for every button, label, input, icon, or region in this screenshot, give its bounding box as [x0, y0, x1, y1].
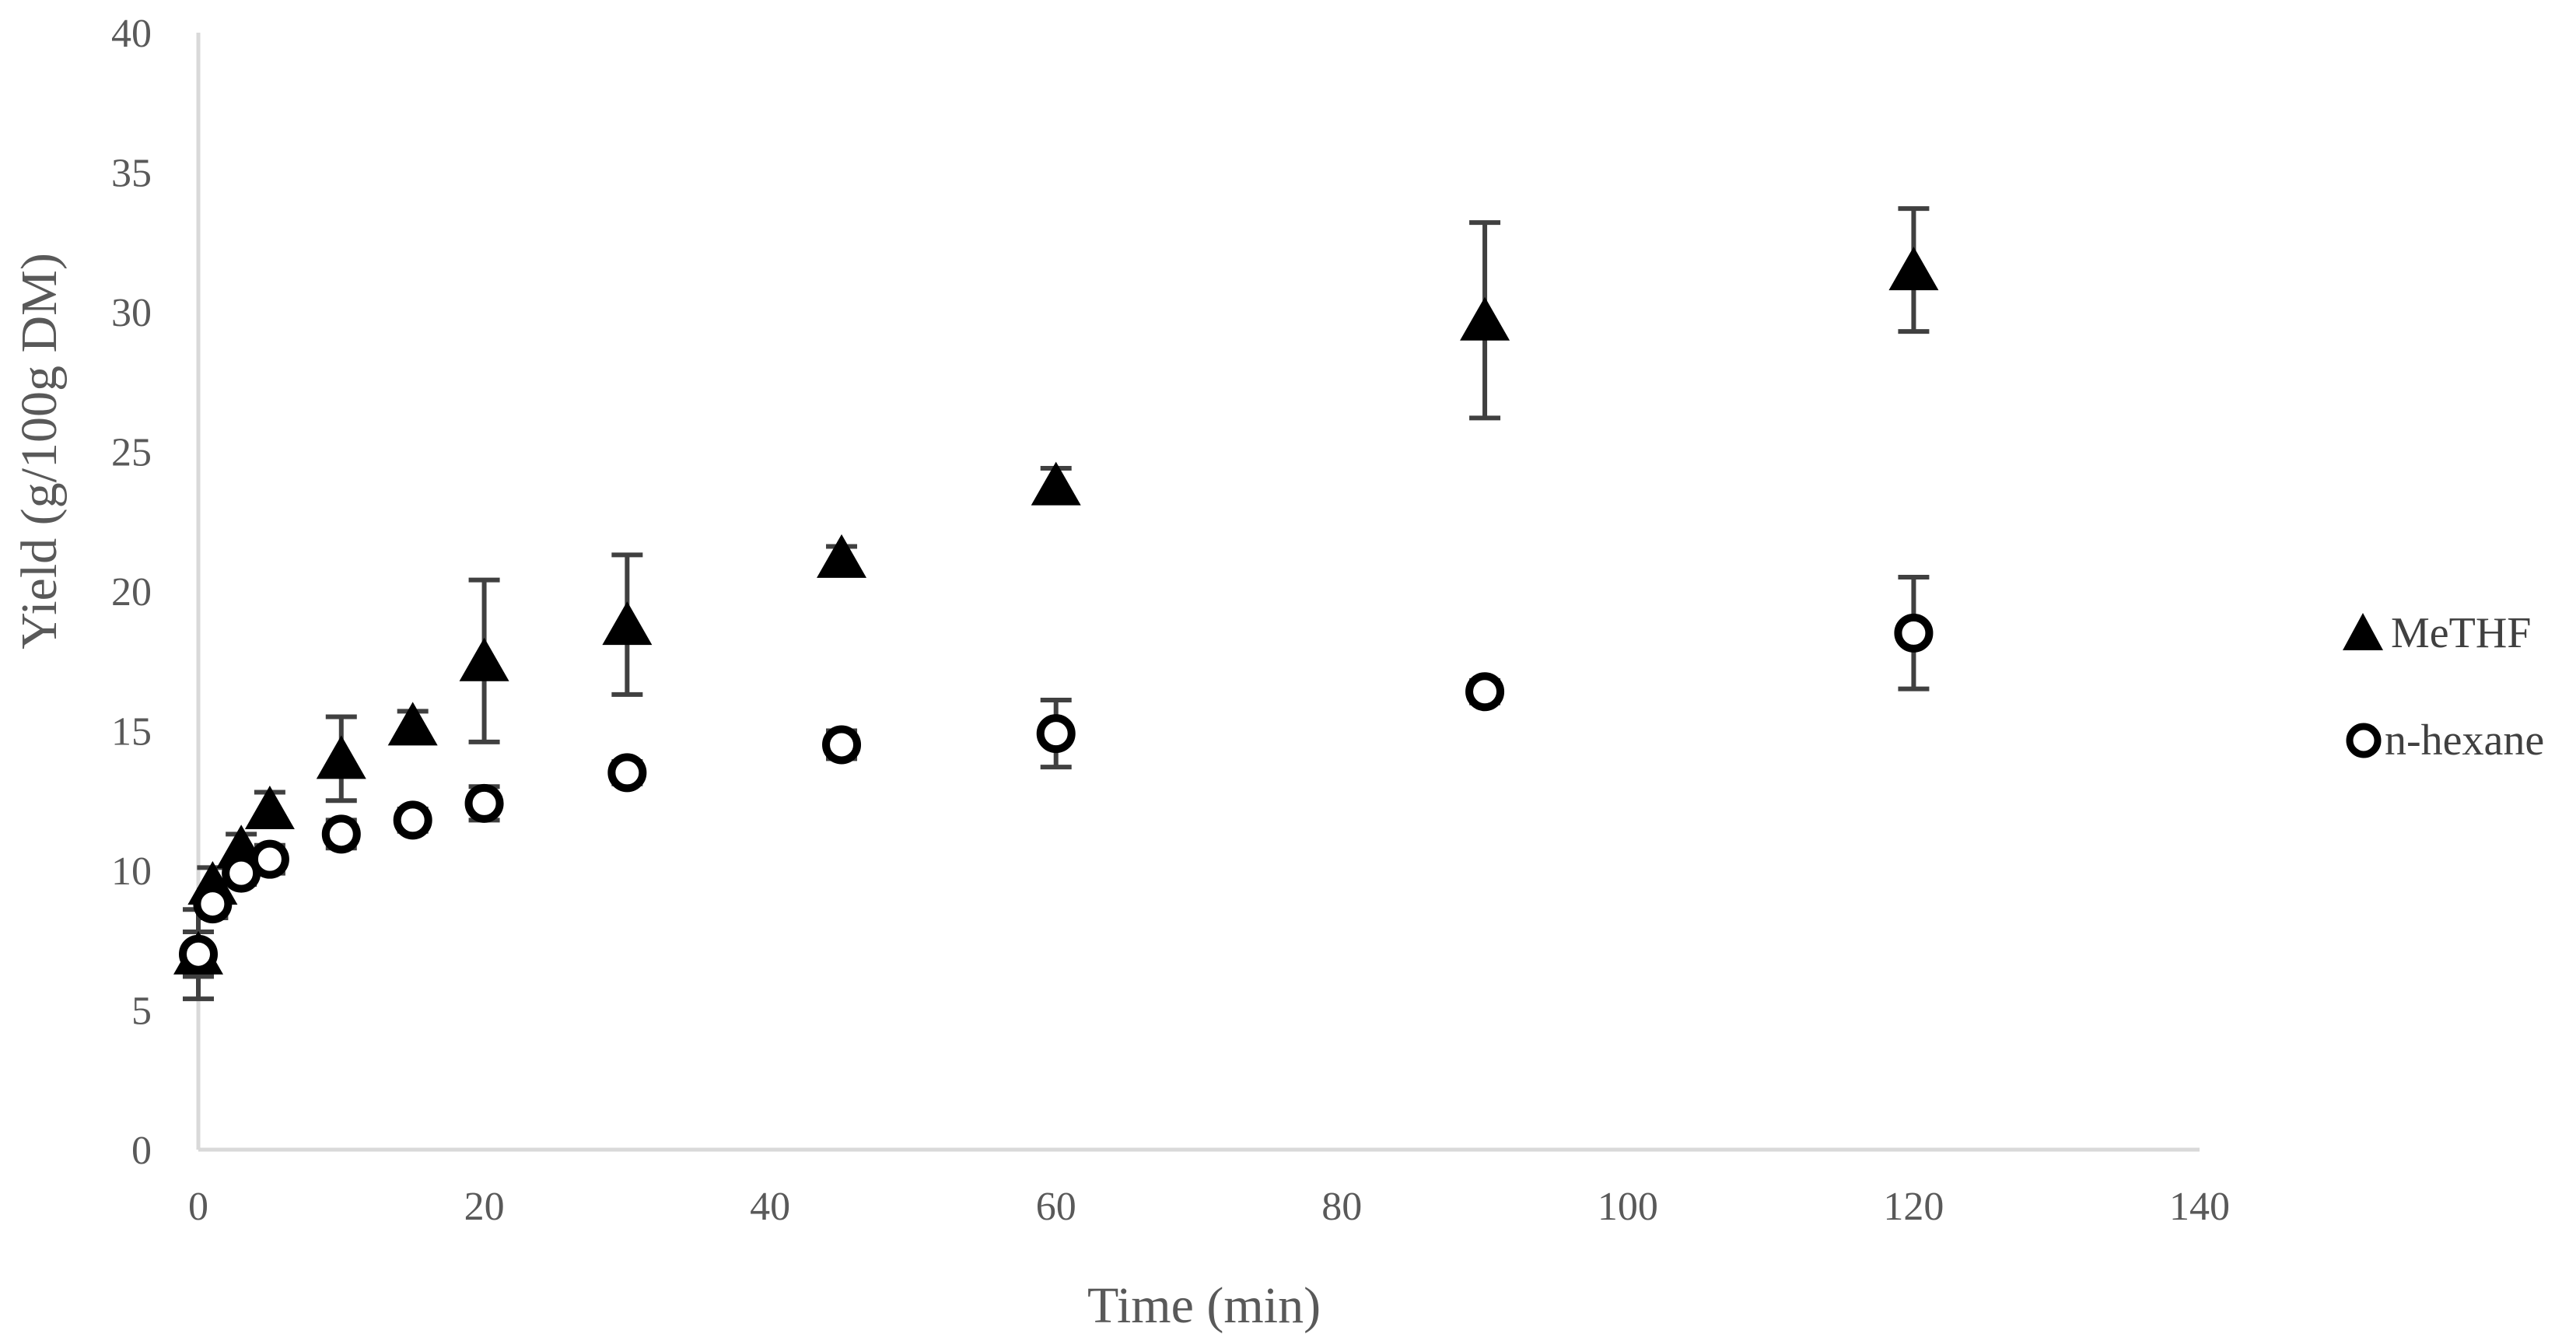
point-n-hexane: [250, 839, 289, 879]
y-tick-label: 5: [131, 989, 152, 1034]
y-tick-label: 30: [111, 291, 152, 335]
point-methf: [817, 534, 867, 578]
y-tick-label: 0: [131, 1129, 152, 1173]
y-tick-label: 15: [111, 710, 152, 755]
point-n-hexane: [179, 934, 218, 974]
y-tick-label: 40: [111, 12, 152, 56]
point-methf: [1888, 247, 1939, 291]
point-n-hexane: [1894, 613, 1934, 653]
point-n-hexane: [607, 753, 647, 793]
axes: [196, 33, 2200, 1152]
point-n-hexane: [393, 800, 432, 840]
y-tick-label: 25: [111, 431, 152, 475]
x-tick-label: 60: [1036, 1185, 1076, 1229]
legend: MeTHF n-hexane: [2343, 609, 2544, 765]
point-n-hexane: [1036, 714, 1076, 754]
point-n-hexane: [321, 814, 361, 854]
point-methf: [459, 637, 509, 681]
y-tick-label: 35: [111, 152, 152, 196]
point-n-hexane: [1465, 672, 1505, 712]
x-tick-label: 140: [2169, 1185, 2230, 1229]
x-tick-labels: 0 20 40 60 80 100 120 140: [188, 1185, 2230, 1229]
x-tick-label: 80: [1321, 1185, 1362, 1229]
x-tick-label: 120: [1883, 1185, 1944, 1229]
point-methf: [602, 601, 653, 646]
x-tick-label: 20: [464, 1185, 505, 1229]
data-markers: [173, 247, 1939, 975]
point-n-hexane: [822, 725, 862, 765]
legend-label-n-hexane: n-hexane: [2385, 716, 2544, 765]
x-axis-label: Time (min): [1087, 1277, 1321, 1334]
point-methf: [1031, 461, 1081, 506]
point-n-hexane: [193, 884, 233, 924]
y-tick-label: 20: [111, 570, 152, 614]
legend-label-methf: MeTHF: [2391, 609, 2531, 657]
point-methf: [316, 735, 366, 779]
x-tick-label: 0: [188, 1185, 208, 1229]
legend-marker-n-hexane: [2346, 723, 2382, 758]
y-axis-label: Yield (g/100g DM): [11, 253, 68, 649]
error-bars: [183, 206, 1930, 1002]
point-methf: [244, 786, 295, 830]
x-tick-label: 40: [750, 1185, 790, 1229]
point-methf: [387, 702, 438, 746]
y-tick-label: 10: [111, 849, 152, 894]
point-methf: [1460, 296, 1510, 341]
point-n-hexane: [464, 783, 504, 823]
x-tick-label: 100: [1598, 1185, 1658, 1229]
legend-marker-methf: [2343, 613, 2383, 650]
y-tick-labels: 0 5 10 15 20 25 30 35 40: [111, 12, 152, 1173]
